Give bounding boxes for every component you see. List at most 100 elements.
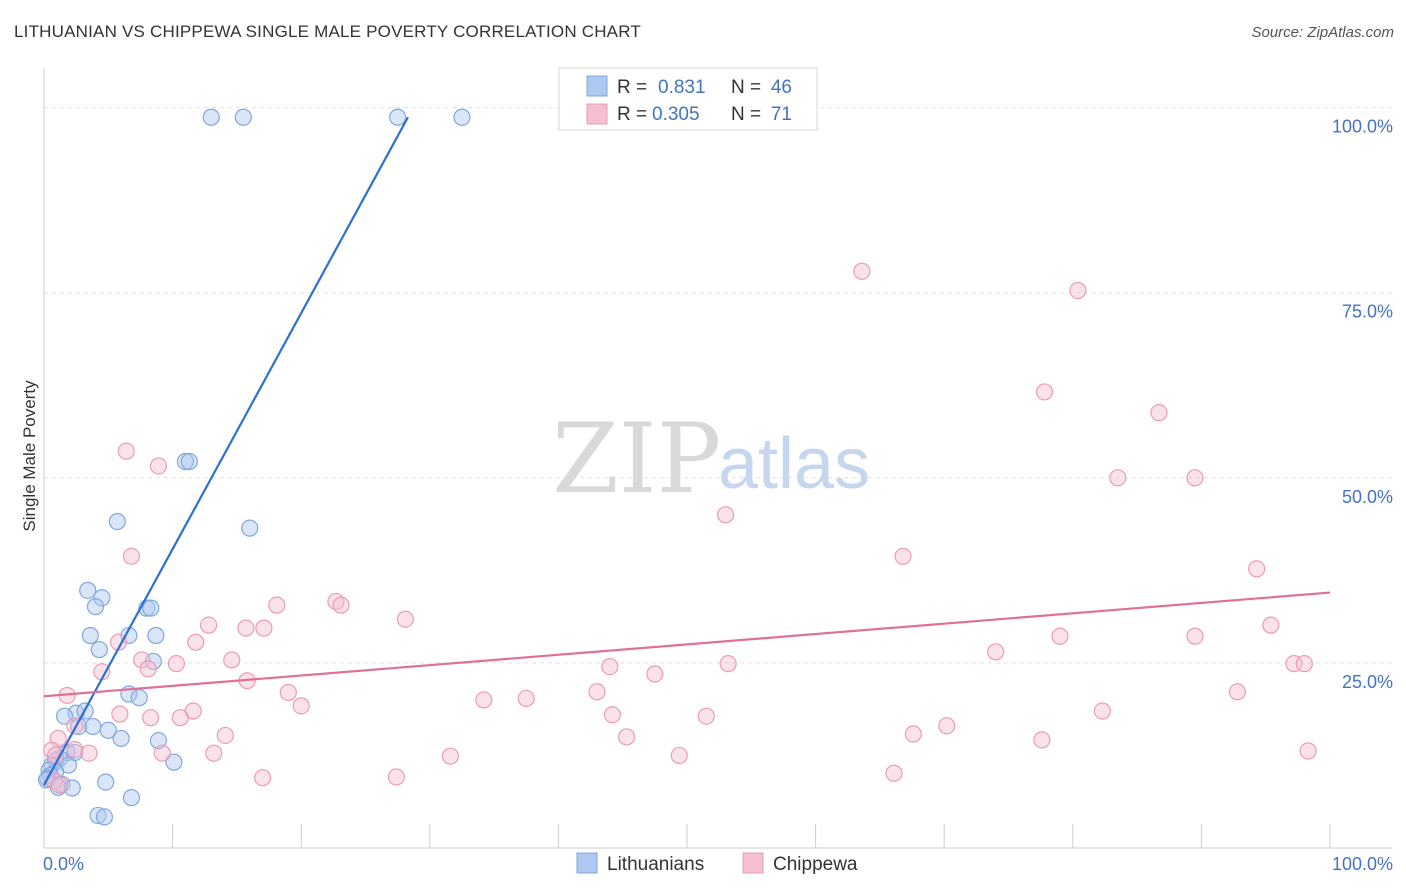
chippewa-point-13 [268,596,286,614]
watermark: ZIP atlas [552,403,870,515]
lithuanians-point-16 [90,640,108,659]
chippewa-point-60 [205,744,223,762]
lithuanians-point-1 [234,108,252,126]
chippewa-point-46 [171,709,189,727]
chippewa-point-59 [153,744,171,762]
chippewa-point-28 [139,660,157,678]
chart-title: LITHUANIAN VS CHIPPEWA SINGLE MALE POVER… [14,22,641,41]
legend-swatch-chippewa [586,103,608,125]
chippewa-point-11 [1248,560,1266,578]
chippewa-point-41 [1228,683,1247,701]
lithuanians-point-44 [89,806,107,825]
x-tick-label-max: 100.0% [1332,854,1393,874]
lithuanians-point-7 [108,512,126,531]
lithuanians-point-19 [130,689,148,707]
chippewa-point-10 [894,547,912,565]
chippewa-point-27 [167,655,186,673]
bottom-legend-label-chippewa: Chippewa [773,854,858,875]
legend-n-value-chippewa: 71 [771,104,792,125]
y-tick-label-2: 75.0% [1342,302,1393,322]
chippewa-point-18 [255,619,273,637]
chippewa-point-49 [1093,702,1111,720]
lithuanians-point-46 [122,789,141,807]
chippewa-point-14 [332,596,350,614]
bottom-legend-label-lithuanians: Lithuanians [607,854,704,875]
chippewa-point-16 [200,616,218,634]
legend-r-value-chippewa: 0.305 [652,104,700,125]
chippewa-point-21 [187,633,205,651]
chippewa-point-37 [279,683,297,702]
chippewa-point-62 [670,746,688,765]
y-tick-labels: 25.0% 50.0% 75.0% 100.0% [1332,117,1393,692]
chippewa-point-54 [938,717,956,735]
chippewa-point-15 [396,610,414,628]
chippewa-point-58 [80,744,98,762]
chippewa-point-17 [237,619,255,637]
trend-lines [43,116,1331,786]
lithuanians-point-25 [99,721,117,739]
chippewa-point-19 [1262,616,1280,634]
lithuanians-point-0 [202,108,220,126]
chippewa-point-32 [719,655,737,673]
lithuanians-point-10 [86,598,105,616]
chippewa-point-25 [223,651,241,669]
lithuanians-point-43 [165,753,183,771]
watermark-zip: ZIP [552,403,721,515]
legend-swatch-lithuanians [586,75,608,97]
chippewa-point-8 [716,506,735,524]
chippewa-point-38 [475,691,493,709]
series-legend: Lithuanians Chippewa [576,852,858,875]
chippewa-point-2 [1035,383,1054,401]
bottom-legend-swatch-chippewa [742,852,764,874]
series-chippewa-points [43,262,1317,794]
chippewa-point-22 [1051,627,1069,645]
series-lithuanians-points [37,108,471,826]
chippewa-point-44 [111,705,129,723]
chippewa-point-66 [254,769,272,787]
x-tick-label-min: 0.0% [43,854,84,874]
chippewa-point-40 [588,683,606,701]
legend-r-label-lithuanians: R = [617,77,647,98]
chart-source: Source: ZipAtlas.com [1251,24,1394,41]
chippewa-point-57 [66,740,84,759]
chippewa-point-4 [117,442,135,460]
chippewa-point-39 [517,689,535,708]
legend-n-value-lithuanians: 46 [771,77,792,98]
chippewa-point-23 [1186,627,1204,645]
lithuanians-point-2 [389,108,407,126]
chippewa-point-48 [697,707,715,725]
legend-n-label-lithuanians: N = [731,77,761,98]
lithuanians-point-12 [142,599,160,617]
chippewa-point-6 [1109,469,1127,487]
chippewa-point-61 [441,747,459,765]
watermark-atlas: atlas [718,424,870,504]
lithuanians-point-26 [112,729,130,748]
chippewa-point-52 [904,725,922,743]
bottom-legend-swatch-lithuanians [576,852,598,874]
y-tick-label-3: 100.0% [1332,117,1393,137]
chippewa-point-53 [617,728,636,746]
chippewa-point-70 [50,776,69,794]
axes [43,68,1392,849]
lithuanians-point-24 [84,717,102,736]
lithuanians-point-45 [95,808,114,826]
chippewa-point-63 [1299,742,1317,760]
chippewa-point-34 [1295,655,1313,673]
legend-r-value-lithuanians: 0.831 [658,77,706,98]
lithuanians-point-9 [93,589,111,607]
y-tick-label-0: 25.0% [1342,672,1393,692]
chippewa-point-67 [387,768,405,786]
chippewa-point-51 [216,726,234,745]
chippewa-point-31 [646,665,664,683]
legend-r-label-chippewa: R = [617,104,647,125]
stats-legend: R = 0.831 N = 46 R = 0.305 N = 71 [558,67,818,131]
lithuanians-point-5 [180,452,198,471]
chippewa-point-26 [133,651,151,669]
y-tick-label-1: 50.0% [1342,487,1393,507]
chippewa-point-24 [987,643,1005,661]
gridlines [44,107,1392,664]
chippewa-point-30 [601,658,619,676]
lithuanians-point-4 [176,452,195,471]
chippewa-point-68 [885,764,903,782]
